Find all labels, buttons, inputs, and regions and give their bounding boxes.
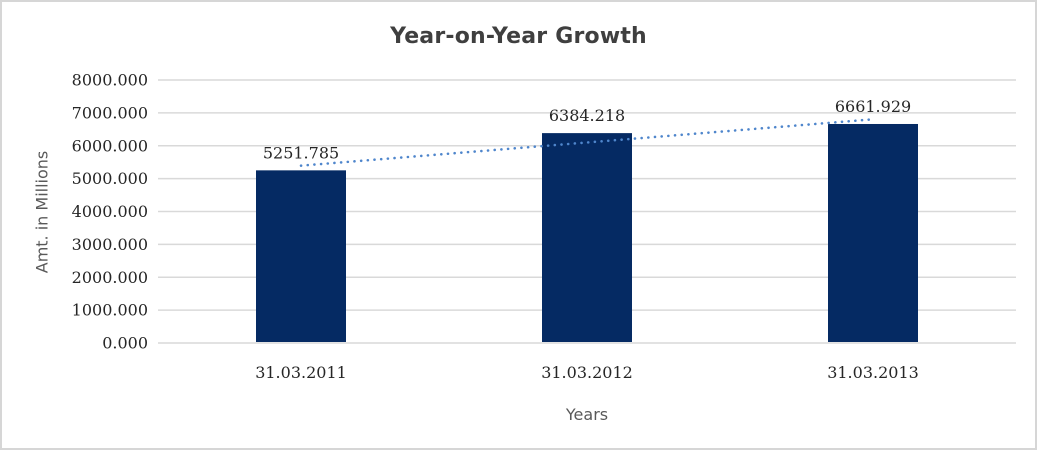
y-tick-label: 6000.000 [72,136,148,155]
data-label: 6384.218 [549,106,625,125]
y-tick-label: 7000.000 [72,103,148,122]
y-axis-title: Amt. in Millions [32,150,52,274]
y-tick-label: 8000.000 [72,71,148,90]
data-label: 6661.929 [835,97,911,116]
x-tick-label: 31.03.2012 [541,363,633,382]
bar-31.03.2012 [542,133,632,342]
y-tick-label: 5000.000 [72,169,148,188]
y-tick-label: 4000.000 [72,202,148,221]
data-label: 5251.785 [263,143,339,162]
y-tick-label: 0.000 [102,334,148,353]
x-tick-label: 31.03.2011 [255,363,347,382]
y-tick-label: 2000.000 [72,268,148,287]
y-tick-label: 3000.000 [72,235,148,254]
bar-31.03.2011 [256,170,346,342]
chart-title: Year-on-Year Growth [390,24,647,49]
x-tick-label: 31.03.2013 [827,363,919,382]
x-axis-title: Years [565,405,609,424]
y-tick-label: 1000.000 [72,301,148,320]
bar-31.03.2013 [828,123,918,343]
trendline-dotted [299,118,875,167]
